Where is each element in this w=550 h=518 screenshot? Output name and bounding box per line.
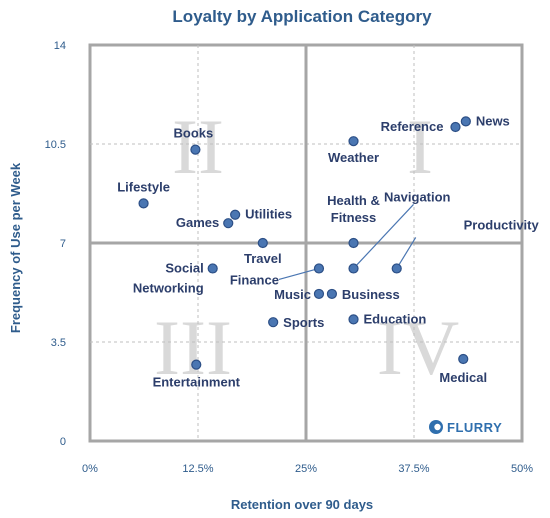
point-label-music: Music [274,287,311,302]
x-tick-label: 37.5% [398,463,429,475]
point-label-navigation: Navigation [384,189,451,204]
point-reference [450,121,461,133]
point-label-social-networking: Social Networking [133,260,204,295]
point-label-finance: Finance [230,272,279,287]
point-sports [268,317,279,328]
x-tick-label: 0% [82,463,98,475]
point-games [223,218,234,229]
point-social-networking [207,263,218,274]
point-label-games: Games [176,215,219,230]
point-news [460,116,471,127]
x-axis-label: Retention over 90 days [231,497,373,512]
point-navigation [348,263,359,274]
point-books [190,144,201,155]
point-label-travel: Travel [244,251,282,266]
point-label-business: Business [342,287,400,302]
y-tick-label: 3.5 [51,337,66,349]
point-weather [348,136,359,147]
quadrant-label-iii: III [154,304,232,391]
point-label-reference: Reference [381,119,444,134]
x-tick-label: 25% [295,463,317,475]
y-tick-label: 10.5 [45,139,66,151]
point-entertainment [191,359,202,370]
point-label-education: Education [364,311,427,326]
point-finance [313,263,325,274]
point-education [348,314,359,325]
leader-line-navigation [353,204,414,269]
point-business [326,288,338,300]
point-label-books: Books [174,126,214,141]
y-tick-label: 0 [60,436,66,448]
point-medical [458,353,469,365]
leader-line-finance [278,267,320,281]
quadrant-label-i: I [407,103,433,190]
point-music [313,288,325,300]
point-label-health-and-fitness: Health & Fitness [327,193,380,225]
quadrant-label-iv: IV [377,304,459,391]
point-utilities [230,209,241,220]
point-productivity [391,263,402,274]
point-label-weather: Weather [328,150,379,165]
point-label-productivity: Productivity [464,217,540,232]
point-label-entertainment: Entertainment [153,375,241,390]
point-label-lifestyle: Lifestyle [117,179,170,194]
brand-name: FLURRY [447,420,502,435]
y-axis-label: Frequency of Use per Week [8,162,23,333]
x-tick-label: 12.5% [182,463,213,475]
y-tick-label: 7 [60,238,66,250]
point-label-medical: Medical [439,370,487,385]
x-tick-label: 50% [511,463,533,475]
point-label-news: News [476,113,510,128]
point-label-sports: Sports [283,315,324,330]
leader-line-productivity [396,237,417,269]
point-lifestyle [138,198,149,209]
point-health-and-fitness [348,237,359,249]
point-label-utilities: Utilities [245,207,292,222]
flurry-logo-icon-inner [434,423,441,431]
chart-title: Loyalty by Application Category [172,7,432,26]
y-tick-label: 14 [54,40,66,52]
point-travel [257,237,268,249]
